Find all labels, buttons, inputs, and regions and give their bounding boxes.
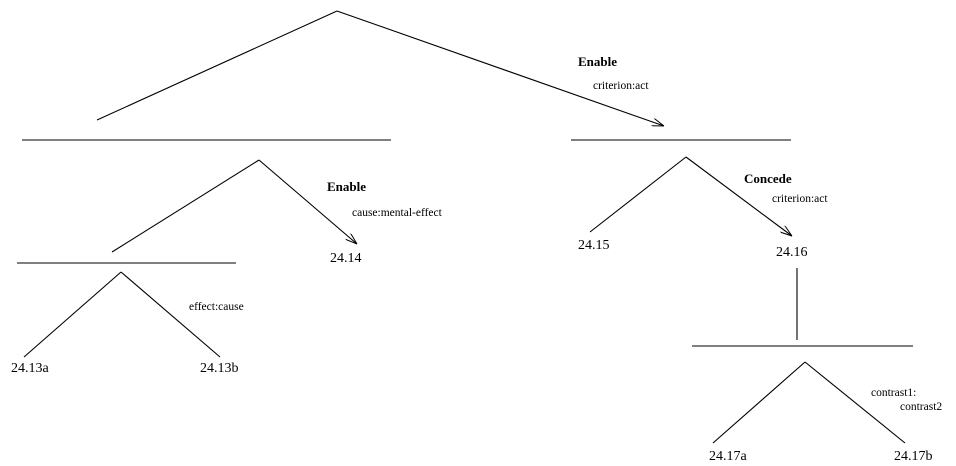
leftsub-edge-b: [120, 271, 221, 358]
right-edge-arrow: [685, 156, 792, 236]
right-relation-label: criterion:act: [772, 193, 828, 205]
root-relation-label: criterion:act: [593, 80, 649, 92]
leaf-24-17a: 24.17a: [709, 449, 748, 464]
contrast-edge-b: [804, 361, 906, 444]
right-relation-name: Concede: [744, 171, 792, 186]
root-edge-right-arrow: [336, 10, 664, 126]
left-relation-label: cause:mental-effect: [352, 207, 443, 219]
leaf-24-13b: 24.13b: [200, 361, 239, 376]
leaf-24-17b: 24.17b: [894, 449, 933, 464]
leaf-24-14: 24.14: [330, 251, 362, 266]
contrast-relation-label-1: contrast1:: [871, 387, 916, 399]
contrast-edge-a: [712, 361, 806, 444]
left-relation-name: Enable: [327, 179, 366, 194]
left-edge-arrow: [258, 159, 357, 244]
leaf-24-15: 24.15: [578, 238, 610, 253]
leaf-24-13a: 24.13a: [11, 361, 50, 376]
leftsub-edge-a: [23, 271, 122, 358]
root-edge-left: [96, 10, 338, 121]
root-relation-name: Enable: [578, 54, 617, 69]
leftsub-relation-label: effect:cause: [189, 301, 244, 313]
contrast-relation-label-2: contrast2: [900, 401, 942, 413]
leaf-24-16: 24.16: [776, 245, 808, 260]
right-edge-left: [589, 156, 687, 233]
left-edge-nucleus: [111, 159, 260, 253]
